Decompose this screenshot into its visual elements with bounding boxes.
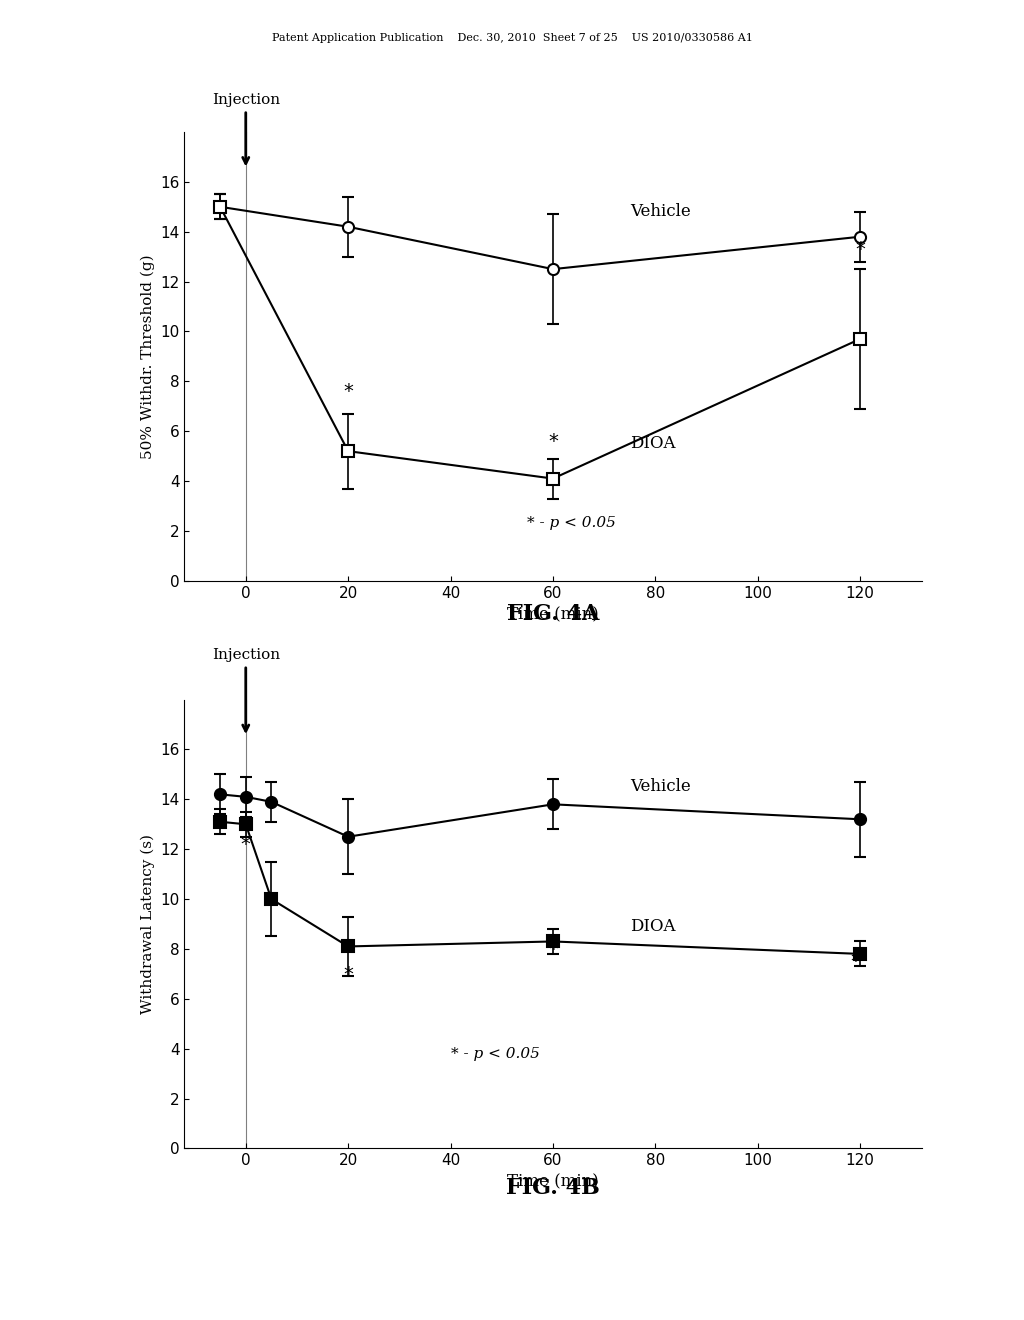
Text: DIOA: DIOA xyxy=(630,917,675,935)
Text: *: * xyxy=(850,952,860,972)
Text: *: * xyxy=(241,836,251,854)
Text: Vehicle: Vehicle xyxy=(630,203,690,220)
Text: *: * xyxy=(343,383,353,401)
X-axis label: Time (min): Time (min) xyxy=(507,606,599,623)
Text: *: * xyxy=(855,240,865,259)
Text: FIG. 4B: FIG. 4B xyxy=(506,1177,600,1199)
Text: *: * xyxy=(343,965,353,983)
Text: DIOA: DIOA xyxy=(630,436,675,453)
Y-axis label: Withdrawal Latency (s): Withdrawal Latency (s) xyxy=(140,834,155,1014)
Text: FIG. 4A: FIG. 4A xyxy=(507,603,599,624)
Text: *: * xyxy=(548,432,558,451)
Text: Injection: Injection xyxy=(212,94,280,164)
Text: * - p < 0.05: * - p < 0.05 xyxy=(451,1047,540,1061)
Text: Patent Application Publication    Dec. 30, 2010  Sheet 7 of 25    US 2010/033058: Patent Application Publication Dec. 30, … xyxy=(271,33,753,44)
X-axis label: Time (min): Time (min) xyxy=(507,1173,599,1191)
Text: * - p < 0.05: * - p < 0.05 xyxy=(527,516,616,531)
Text: Vehicle: Vehicle xyxy=(630,779,690,796)
Y-axis label: 50% Withdr. Threshold (g): 50% Withdr. Threshold (g) xyxy=(140,253,155,459)
Text: *: * xyxy=(548,940,558,958)
Text: Injection: Injection xyxy=(212,648,280,731)
